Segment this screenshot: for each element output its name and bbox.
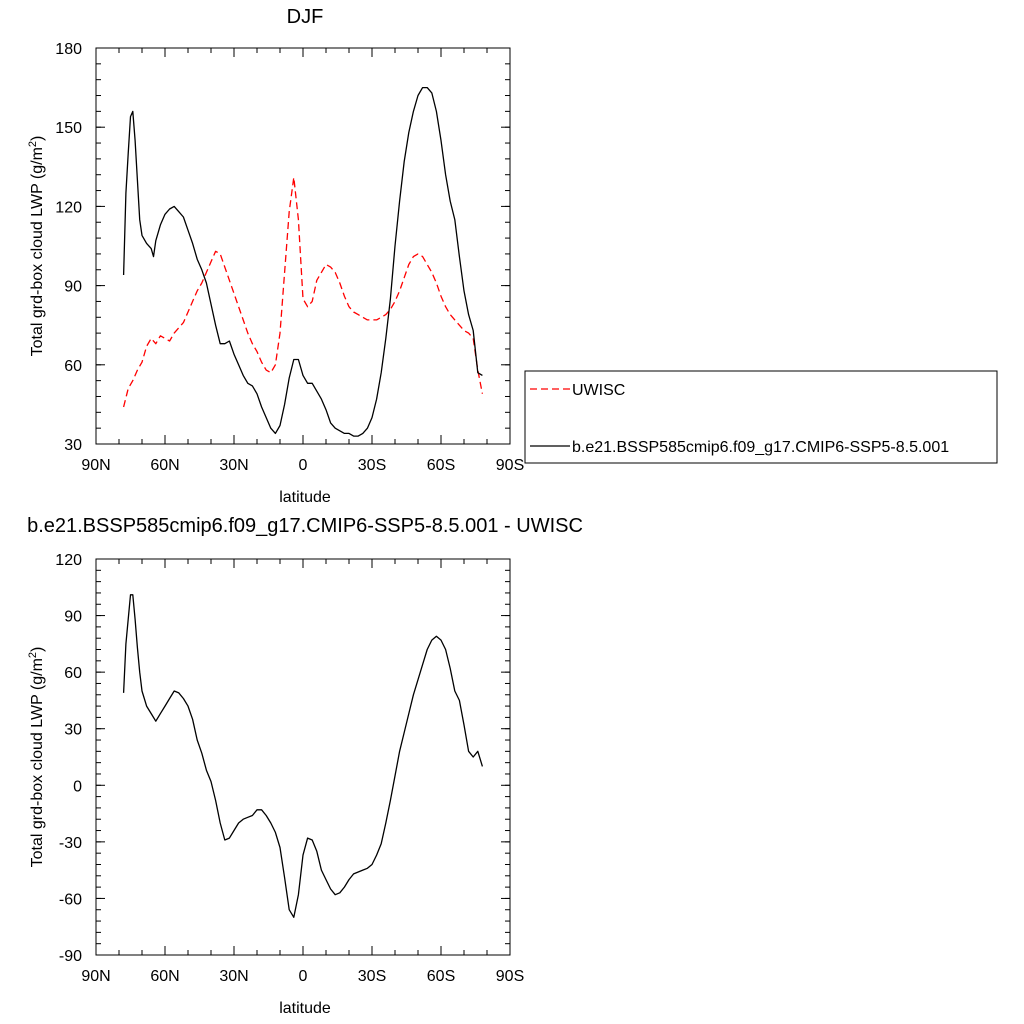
x-axis-label: latitude <box>279 489 331 506</box>
y-tick-label: -90 <box>59 948 82 965</box>
y-tick-label: -30 <box>59 835 82 852</box>
x-tick-label: 30N <box>219 968 248 985</box>
y-axis-label-close: ) <box>29 647 46 652</box>
panel-difference: b.e21.BSSP585cmip6.f09_g17.CMIP6-SSP5-8.… <box>27 515 583 1017</box>
legend-label-model: b.e21.BSSP585cmip6.f09_g17.CMIP6-SSP5-8.… <box>572 439 949 456</box>
y-tick-label: 90 <box>64 279 82 296</box>
x-tick-label: 0 <box>299 457 308 474</box>
y-tick-label: 120 <box>55 552 82 569</box>
x-tick-label: 0 <box>299 968 308 985</box>
y-tick-label: 180 <box>55 41 82 58</box>
series-line-b <box>122 86 483 437</box>
x-tick-label: 90N <box>81 968 110 985</box>
legend-label-uwisc: UWISC <box>572 382 625 399</box>
y-axis-label: Total grd-box cloud LWP (g/m2) <box>27 136 46 357</box>
panel-djf: DJF 90N 60N 30N 0 30S 60S 90S 30 60 90 120 150 180 l… <box>27 6 998 506</box>
y-tick-label: 0 <box>73 778 82 795</box>
x-tick-label: 30N <box>219 457 248 474</box>
y-axis-label-main: Total grd-box cloud LWP (g/m <box>29 658 46 867</box>
y-axis-label-superscript: 2 <box>27 141 39 147</box>
y-tick-label: 60 <box>64 665 82 682</box>
x-tick-label: 60N <box>150 457 179 474</box>
plot-frame <box>95 47 511 445</box>
x-tick-label: 60N <box>150 968 179 985</box>
legend-box <box>524 370 998 464</box>
x-tick-label: 30S <box>358 968 386 985</box>
legend: UWISC b.e21.BSSP585cmip6.f09_g17.CMIP6-S… <box>524 370 998 464</box>
x-tick-label: 90S <box>496 457 524 474</box>
y-tick-label: 120 <box>55 199 82 216</box>
y-tick-label: 90 <box>64 609 82 626</box>
y-tick-label: 60 <box>64 358 82 375</box>
series-line-difference <box>122 594 484 918</box>
y-axis-label-main: Total grd-box cloud LWP (g/m <box>29 147 46 356</box>
y-axis-label-superscript: 2 <box>27 652 39 658</box>
y-axis-label-close: ) <box>29 136 46 141</box>
y-tick-label: -60 <box>59 891 82 908</box>
x-tick-label: 30S <box>358 457 386 474</box>
plot-frame <box>95 558 511 956</box>
chart-title: DJF <box>287 6 324 28</box>
y-axis-label: Total grd-box cloud LWP (g/m2) <box>27 647 46 868</box>
x-tick-label: 90S <box>496 968 524 985</box>
x-tick-label: 60S <box>427 968 455 985</box>
series-line-uwisc <box>122 176 484 408</box>
y-tick-label: 30 <box>64 722 82 739</box>
chart-title: b.e21.BSSP585cmip6.f09_g17.CMIP6-SSP5-8.… <box>27 515 583 537</box>
x-tick-label: 60S <box>427 457 455 474</box>
y-tick-label: 150 <box>55 120 82 137</box>
x-axis-label: latitude <box>279 1000 331 1017</box>
y-tick-label: 30 <box>64 437 82 454</box>
x-tick-label: 90N <box>81 457 110 474</box>
